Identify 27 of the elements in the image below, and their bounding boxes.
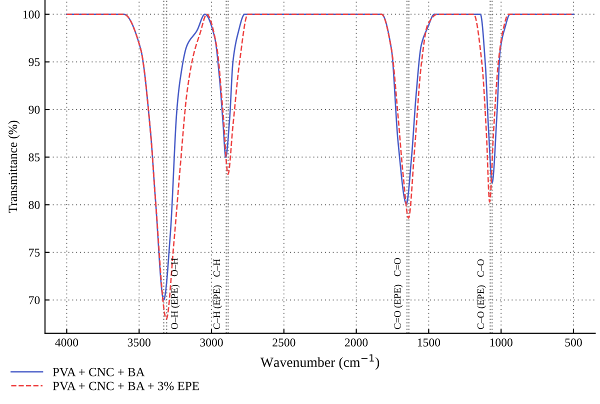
ref-line-label: O–H (EPE) <box>170 284 180 330</box>
y-tick-label: 80 <box>28 200 40 209</box>
y-tick-label: 75 <box>29 248 40 257</box>
legend-label: PVA + CNC + BA <box>52 368 145 376</box>
x-tick-label: 3500 <box>128 338 150 346</box>
ref-line-label: C=O (EPE) <box>394 284 403 330</box>
y-tick-label: 70 <box>29 296 40 304</box>
x-tick-label: 500 <box>565 338 582 346</box>
ref-line-label: C=O <box>394 258 401 276</box>
x-tick-label: 3000 <box>200 338 223 346</box>
ref-line-label: C–H (EPE) <box>213 285 222 330</box>
x-tick-label: 1000 <box>490 338 512 346</box>
ref-line-label: C–O (EPE) <box>477 285 486 330</box>
x-tick-label: 2500 <box>272 338 296 346</box>
y-tick-label: 85 <box>28 153 40 162</box>
y-tick-label: 95 <box>28 58 40 66</box>
x-axis-title: Wavenumber (cm$^{−1}$) <box>260 354 380 370</box>
x-tick-label: 2000 <box>345 338 368 346</box>
ref-line-label: O–H <box>171 258 178 276</box>
legend-label: PVA + CNC + BA + 3% EPE <box>52 382 199 390</box>
y-tick-label: 90 <box>28 106 40 114</box>
y-tick-label: 100 <box>23 10 40 18</box>
ref-line-label: C–O <box>477 259 484 277</box>
x-tick-label: 4000 <box>55 338 78 346</box>
y-axis-title: Transmittance (%) <box>8 120 20 213</box>
ref-line-label: C–H <box>213 259 220 277</box>
x-tick-label: 1500 <box>418 338 440 346</box>
